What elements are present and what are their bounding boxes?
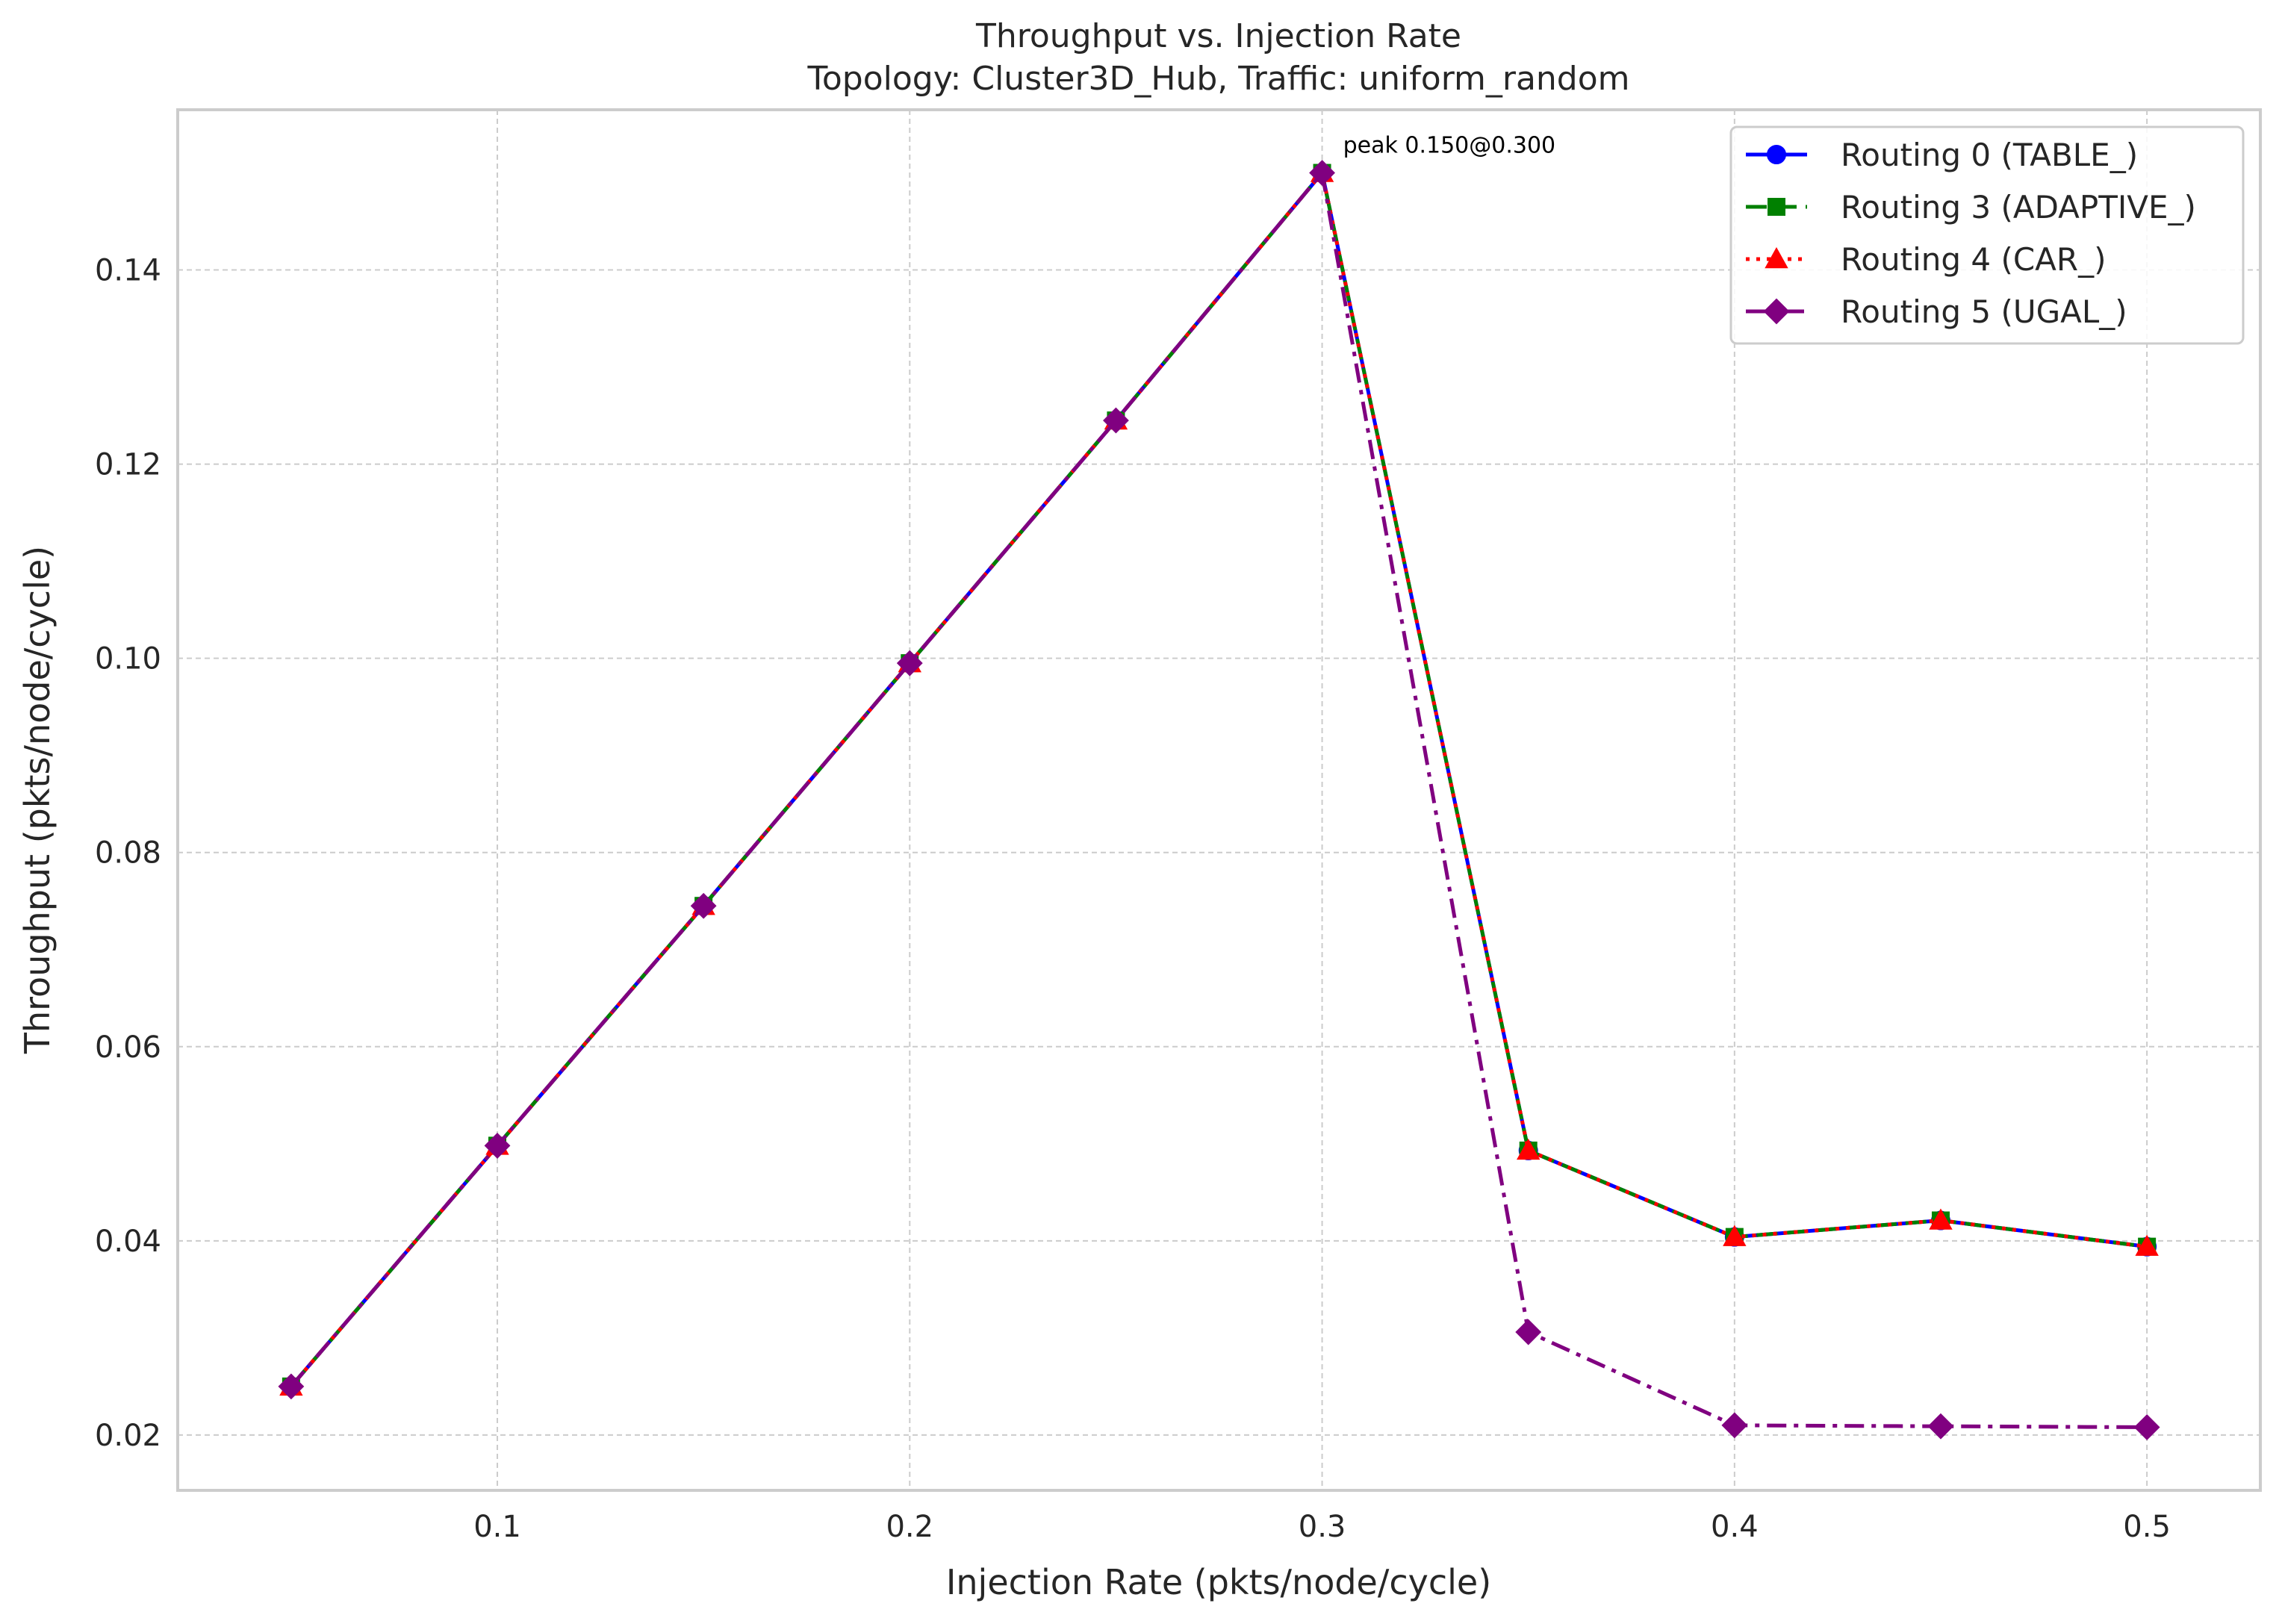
grid-lines [178,110,2260,1490]
data-point [896,650,923,676]
data-point [1723,1225,1747,1246]
data-point [1517,1138,1540,1160]
legend-item: Routing 5 (UGAL_) [1746,293,2127,330]
data-point [1309,160,1335,186]
legend-item: Routing 0 (TABLE_) [1746,137,2138,173]
legend-item: Routing 4 (CAR_) [1746,241,2106,278]
x-tick-label: 0.4 [1711,1510,1759,1544]
x-tick-label: 0.1 [473,1510,521,1544]
data-point [1515,1319,1542,1345]
legend-item: Routing 3 (ADAPTIVE_) [1746,189,2196,225]
data-point [1927,1413,1954,1440]
data-point [2133,1414,2160,1440]
x-tick-label: 0.2 [886,1510,933,1544]
y-tick-label: 0.04 [95,1225,161,1259]
legend-marker [1763,298,1790,325]
legend-box [1729,125,2245,345]
chart-title: Throughput vs. Injection Rate [975,17,1461,55]
series-layer [278,160,2160,1440]
y-tick-label: 0.14 [95,254,161,288]
data-point [1929,1208,1953,1230]
legend-label: Routing 3 (ADAPTIVE_) [1841,189,2196,225]
y-tick-label: 0.02 [95,1419,161,1453]
data-point [2135,1234,2159,1256]
x-tick-label: 0.3 [1299,1510,1346,1544]
y-tick-label: 0.12 [95,448,161,482]
chart-subtitle: Topology: Cluster3D_Hub, Traffic: unifor… [806,60,1629,98]
series-line [289,171,2148,1388]
legend-marker [1765,246,1788,269]
data-point [1103,407,1129,434]
y-tick-label: 0.08 [95,836,161,871]
series-3 [278,160,2160,1440]
legend-label: Routing 5 (UGAL_) [1841,293,2127,330]
data-point [1721,1412,1748,1439]
legend-marker [1768,198,1785,216]
legend: Routing 0 (TABLE_) Routing 3 (ADAPTIVE_) R… [1729,125,2245,345]
y-axis-label: Throughput (pkts/node/cycle) [17,546,57,1054]
series-line [289,171,2148,1429]
x-tick-label: 0.5 [2123,1510,2171,1544]
x-axis-label: Injection Rate (pkts/node/cycle) [946,1562,1491,1602]
legend-marker [1767,145,1786,164]
legend-label: Routing 4 (CAR_) [1841,241,2106,278]
y-tick-label: 0.10 [95,642,161,676]
data-point [278,1373,305,1400]
legend-label: Routing 0 (TABLE_) [1841,137,2138,173]
data-point [690,892,717,919]
annotation-layer: peak 0.150@0.300 [1343,133,1556,159]
y-tick-label: 0.06 [95,1030,161,1065]
tick-labels: 0.1 0.2 0.3 0.4 0.5 0.02 0.04 0.06 0.08 0.10 0.12 0… [95,254,2171,1544]
peak-annotation: peak 0.150@0.300 [1343,133,1556,159]
data-point [484,1132,511,1159]
